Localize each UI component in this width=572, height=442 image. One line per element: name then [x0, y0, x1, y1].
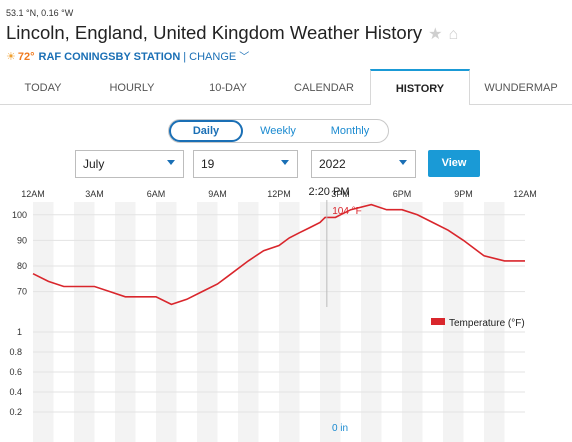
- x-tick-label: 12AM: [21, 189, 45, 199]
- precipitation-gridlines: [33, 331, 525, 413]
- chevron-down-icon: [167, 160, 175, 165]
- view-button[interactable]: View: [428, 150, 480, 177]
- history-charts: 12AM 3AM 6AM 9AM 12PM 3PM 6PM 9PM 12AM 70 80 90 100…: [9, 186, 537, 442]
- home-icon[interactable]: ⌂: [448, 26, 459, 43]
- hour-band: [484, 202, 505, 442]
- temperature-gridlines: [33, 214, 525, 293]
- hour-band: [279, 202, 300, 442]
- tab-history[interactable]: HISTORY: [370, 69, 470, 105]
- hour-band: [320, 202, 341, 442]
- year-value: 2022: [319, 157, 346, 171]
- y-tick-label: 100: [12, 210, 27, 220]
- toggle-daily[interactable]: Daily: [169, 120, 243, 142]
- legend-swatch: [431, 318, 445, 325]
- month-value: July: [83, 157, 105, 171]
- x-tick-label: 6AM: [147, 189, 166, 199]
- day-value: 19: [201, 157, 215, 171]
- toggle-monthly[interactable]: Monthly: [330, 125, 370, 137]
- x-tick-label: 12PM: [267, 189, 291, 199]
- hover-temperature-label: 104 °F: [332, 206, 362, 217]
- x-tick-label: 6PM: [393, 189, 412, 199]
- partly-cloudy-icon: ☀: [6, 51, 16, 63]
- y-tick-label: 0.2: [9, 407, 22, 417]
- x-tick-label: 9AM: [208, 189, 227, 199]
- year-select[interactable]: 2022: [311, 150, 416, 178]
- hour-band: [361, 202, 382, 442]
- hour-band: [156, 202, 177, 442]
- period-toggle: Daily Weekly Monthly: [168, 119, 389, 143]
- tab-hourly[interactable]: HOURLY: [109, 82, 155, 94]
- day-select[interactable]: 19: [193, 150, 298, 178]
- page-title: Lincoln, England, United Kingdom Weather…: [6, 22, 458, 44]
- tab-calendar[interactable]: CALENDAR: [294, 82, 354, 94]
- legend-label: Temperature (°F): [449, 318, 525, 329]
- tab-10-day[interactable]: 10-DAY: [209, 82, 247, 94]
- hour-bands: [33, 202, 505, 442]
- page-title-text: Lincoln, England, United Kingdom Weather…: [6, 22, 423, 43]
- y-tick-label: 80: [17, 261, 27, 271]
- y-tick-label: 90: [17, 235, 27, 245]
- chevron-down-icon: [399, 160, 407, 165]
- separator: |: [183, 51, 187, 63]
- toggle-weekly[interactable]: Weekly: [260, 125, 296, 137]
- temperature-y-tick-labels: 70 80 90 100: [12, 210, 27, 297]
- x-axis-tick-labels: 12AM 3AM 6AM 9AM 12PM 3PM 6PM 9PM 12AM: [21, 189, 537, 199]
- month-select[interactable]: July: [75, 150, 184, 178]
- temperature-line: [32, 203, 525, 306]
- hover-time-label: 2:20 PM: [309, 186, 350, 198]
- hour-band: [74, 202, 95, 442]
- star-icon[interactable]: ★: [428, 26, 443, 43]
- current-temperature: 72°: [17, 51, 35, 63]
- y-tick-label: 70: [17, 287, 27, 297]
- hour-band: [238, 202, 259, 442]
- y-tick-label: 1: [17, 327, 22, 337]
- hour-band: [402, 202, 423, 442]
- change-station-link[interactable]: CHANGE: [189, 51, 237, 63]
- chevron-down-icon: [281, 160, 289, 165]
- y-tick-label: 0.4: [9, 387, 22, 397]
- x-tick-label: 3PM: [331, 189, 350, 199]
- precipitation-y-tick-labels: 0.2 0.4 0.6 0.8 1: [9, 327, 22, 417]
- x-tick-label: 9PM: [454, 189, 473, 199]
- tab-today[interactable]: TODAY: [24, 82, 62, 94]
- hour-band: [115, 202, 136, 442]
- x-tick-label: 12AM: [513, 189, 537, 199]
- hour-band: [33, 202, 54, 442]
- station-bar: ☀ 72° RAF CONINGSBY STATION | CHANGE ﹀: [6, 48, 249, 63]
- chevron-down-icon[interactable]: ﹀: [239, 52, 250, 63]
- station-name[interactable]: RAF CONINGSBY STATION: [38, 51, 181, 63]
- hour-band: [443, 202, 464, 442]
- location-coordinates: 53.1 °N, 0.16 °W: [6, 8, 74, 18]
- precipitation-total-label: 0 in: [332, 423, 348, 434]
- x-tick-label: 3AM: [85, 189, 104, 199]
- hour-band: [197, 202, 218, 442]
- y-tick-label: 0.6: [9, 367, 22, 377]
- tab-wundermap[interactable]: WUNDERMAP: [484, 82, 558, 94]
- y-tick-label: 0.8: [9, 347, 22, 357]
- nav-tabs: TODAY HOURLY 10-DAY CALENDAR HISTORY WUN…: [0, 69, 572, 105]
